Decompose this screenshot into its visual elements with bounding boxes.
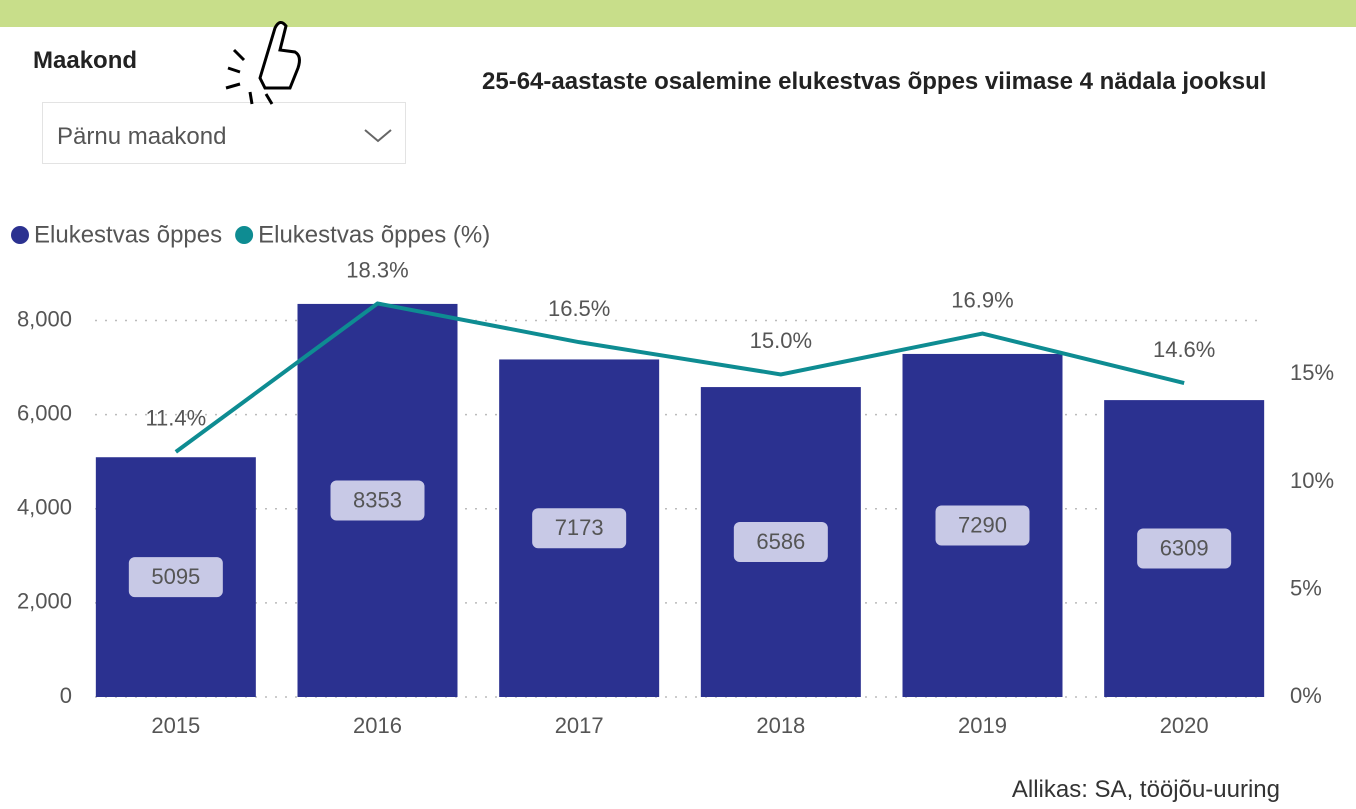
y-tick-label: 4,000 bbox=[17, 495, 72, 520]
y2-tick-label: 15% bbox=[1290, 360, 1334, 385]
data-label-group: 7290 bbox=[935, 505, 1030, 546]
line-data-label: 14.6% bbox=[1153, 337, 1215, 362]
x-tick-label: 2015 bbox=[151, 713, 200, 738]
x-tick-label: 2020 bbox=[1160, 713, 1209, 738]
slicer-value: Pärnu maakond bbox=[57, 123, 227, 150]
line-data-label: 16.5% bbox=[548, 296, 610, 321]
data-label: 7290 bbox=[958, 512, 1007, 537]
y2-tick-label: 10% bbox=[1290, 468, 1334, 493]
line-data-label: 15.0% bbox=[750, 328, 812, 353]
chart-title: 25-64-aastaste osalemine elukestvas õppe… bbox=[482, 68, 1267, 95]
y-tick-label: 2,000 bbox=[17, 589, 72, 614]
data-label: 5095 bbox=[151, 564, 200, 589]
x-tick-label: 2018 bbox=[756, 713, 805, 738]
hand-icon bbox=[225, 21, 301, 105]
data-label-group: 5095 bbox=[128, 557, 223, 598]
legend-label: Elukestvas õppes bbox=[34, 221, 222, 248]
y2-tick-label: 0% bbox=[1290, 683, 1322, 708]
line-data-label: 16.9% bbox=[951, 287, 1013, 312]
source-note: Allikas: SA, tööjõu-uuring bbox=[1011, 776, 1280, 803]
data-label-box bbox=[935, 505, 1030, 546]
data-label-box bbox=[733, 522, 828, 563]
x-tick-label: 2016 bbox=[353, 713, 402, 738]
data-label-group: 6586 bbox=[733, 522, 828, 563]
data-label-group: 7173 bbox=[532, 508, 627, 549]
data-label: 7173 bbox=[555, 515, 604, 540]
data-label: 8353 bbox=[353, 487, 402, 512]
data-label-group: 6309 bbox=[1137, 528, 1232, 569]
data-label-box bbox=[1137, 528, 1232, 569]
y-tick-label: 8,000 bbox=[17, 306, 72, 331]
chevron bbox=[364, 129, 392, 143]
x-tick-label: 2017 bbox=[555, 713, 604, 738]
line-data-label: 11.4% bbox=[145, 406, 206, 431]
slicer-dropdown[interactable]: Pärnu maakond bbox=[42, 102, 406, 164]
y2-tick-label: 5% bbox=[1290, 575, 1322, 600]
legend-marker bbox=[11, 226, 29, 244]
data-label-group: 8353 bbox=[330, 480, 425, 521]
top-banner bbox=[0, 0, 1356, 27]
line-data-label: 18.3% bbox=[346, 257, 408, 282]
slicer-label: Maakond bbox=[33, 47, 138, 74]
x-tick-label: 2019 bbox=[958, 713, 1007, 738]
line bbox=[174, 301, 1185, 454]
data-label-box bbox=[128, 557, 223, 598]
legend-label: Elukestvas õppes (%) bbox=[258, 221, 490, 248]
y-tick-label: 0 bbox=[60, 683, 72, 708]
y-tick-label: 6,000 bbox=[17, 400, 72, 425]
data-label-box bbox=[532, 508, 627, 549]
legend-marker bbox=[235, 226, 254, 244]
data-label-box bbox=[330, 480, 425, 521]
data-label: 6309 bbox=[1160, 535, 1209, 560]
data-label: 6586 bbox=[756, 529, 805, 554]
